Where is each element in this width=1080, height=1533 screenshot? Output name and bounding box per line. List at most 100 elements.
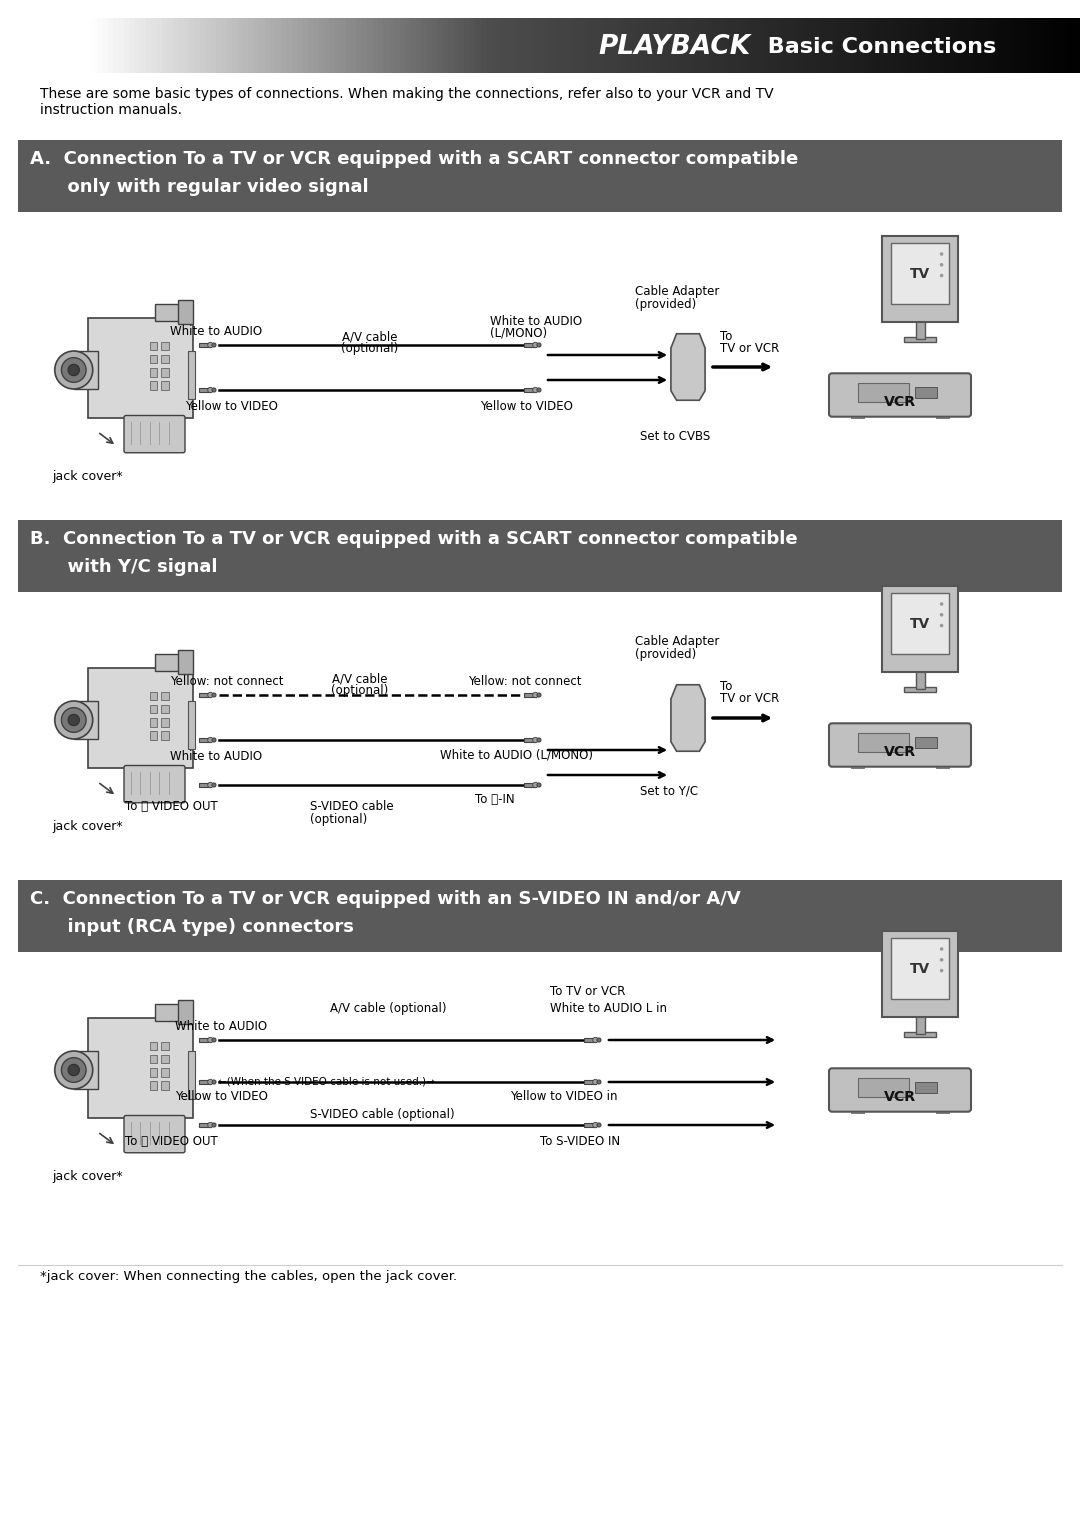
Circle shape	[207, 693, 213, 698]
FancyBboxPatch shape	[829, 724, 971, 766]
Bar	[810, 18, 816, 74]
Text: Set to Y/C: Set to Y/C	[640, 785, 698, 799]
Text: Yellow: not connect: Yellow: not connect	[170, 675, 283, 688]
Bar	[243, 18, 249, 74]
Bar	[173, 18, 179, 74]
Bar	[161, 691, 168, 701]
Text: To TV or VCR: To TV or VCR	[550, 986, 625, 998]
Bar	[967, 18, 973, 74]
Bar	[113, 18, 120, 74]
Bar	[161, 354, 168, 363]
Bar	[794, 18, 800, 74]
Bar	[416, 18, 422, 74]
Bar	[556, 18, 563, 74]
Bar	[70, 18, 77, 74]
Bar	[184, 18, 190, 74]
Bar	[848, 18, 854, 74]
Text: Yellow to VIDEO in: Yellow to VIDEO in	[510, 1090, 618, 1104]
Bar	[43, 18, 50, 74]
Bar	[1042, 18, 1049, 74]
Text: Yellow: not connect: Yellow: not connect	[468, 675, 581, 688]
Bar	[18, 520, 1062, 592]
Bar	[22, 18, 28, 74]
Bar	[904, 1032, 936, 1038]
Bar	[778, 18, 784, 74]
Bar	[583, 1122, 596, 1127]
Circle shape	[940, 947, 944, 950]
Bar	[161, 1041, 168, 1050]
Bar	[405, 18, 411, 74]
Polygon shape	[671, 334, 705, 400]
Bar	[882, 236, 958, 322]
Circle shape	[212, 1081, 216, 1084]
Bar	[923, 18, 930, 74]
Bar	[740, 18, 746, 74]
Text: White to AUDIO: White to AUDIO	[170, 325, 262, 337]
Bar	[167, 18, 174, 74]
Bar	[983, 18, 989, 74]
Bar	[150, 691, 158, 701]
Bar	[200, 18, 206, 74]
Circle shape	[537, 737, 541, 742]
Bar	[92, 18, 98, 74]
Bar	[351, 18, 357, 74]
Bar	[670, 18, 676, 74]
Bar	[999, 18, 1005, 74]
Text: 32: 32	[12, 20, 93, 77]
Circle shape	[212, 1124, 216, 1127]
Bar	[664, 18, 671, 74]
Bar	[470, 18, 476, 74]
Text: jack cover*: jack cover*	[52, 1170, 123, 1183]
Circle shape	[537, 693, 541, 698]
Bar	[73, 1052, 97, 1088]
Bar	[130, 18, 136, 74]
Bar	[154, 304, 183, 320]
Text: To S-VIDEO IN: To S-VIDEO IN	[540, 1134, 620, 1148]
Text: ←(When the S-VIDEO cable is not used.)→: ←(When the S-VIDEO cable is not used.)→	[218, 1078, 435, 1087]
Text: (provided): (provided)	[635, 297, 697, 311]
Bar	[150, 1041, 158, 1050]
Bar	[400, 18, 406, 74]
Bar	[475, 18, 482, 74]
Bar	[65, 18, 71, 74]
Bar	[935, 763, 949, 768]
Bar	[150, 1069, 158, 1076]
Circle shape	[597, 1124, 600, 1127]
Text: White to AUDIO: White to AUDIO	[175, 1019, 267, 1033]
Bar	[1010, 18, 1016, 74]
Bar	[956, 18, 962, 74]
Text: A/V cable (optional): A/V cable (optional)	[330, 1003, 446, 1015]
FancyBboxPatch shape	[829, 1069, 971, 1111]
Circle shape	[593, 1038, 598, 1042]
Text: A.  Connection To a TV or VCR equipped with a SCART connector compatible: A. Connection To a TV or VCR equipped wi…	[30, 150, 798, 169]
Bar	[916, 668, 924, 688]
Bar	[916, 319, 924, 339]
Bar	[529, 18, 536, 74]
Bar	[270, 18, 276, 74]
Bar	[659, 18, 665, 74]
Text: TV: TV	[910, 961, 930, 977]
Bar	[583, 1079, 596, 1084]
Bar	[150, 731, 158, 740]
Circle shape	[532, 782, 538, 788]
Bar	[497, 18, 503, 74]
Bar	[880, 18, 887, 74]
Bar	[869, 18, 876, 74]
Bar	[427, 18, 433, 74]
Bar	[254, 18, 260, 74]
Bar	[49, 18, 55, 74]
Bar	[448, 18, 455, 74]
Bar	[86, 18, 93, 74]
Bar	[27, 18, 33, 74]
Bar	[945, 18, 951, 74]
Bar	[621, 18, 627, 74]
Bar	[891, 938, 949, 1000]
Bar	[178, 299, 192, 325]
Bar	[524, 18, 530, 74]
Bar	[583, 1038, 596, 1042]
Bar	[199, 343, 212, 348]
Text: TV: TV	[910, 616, 930, 630]
Bar	[1053, 18, 1059, 74]
Bar	[59, 18, 66, 74]
Bar	[481, 18, 487, 74]
